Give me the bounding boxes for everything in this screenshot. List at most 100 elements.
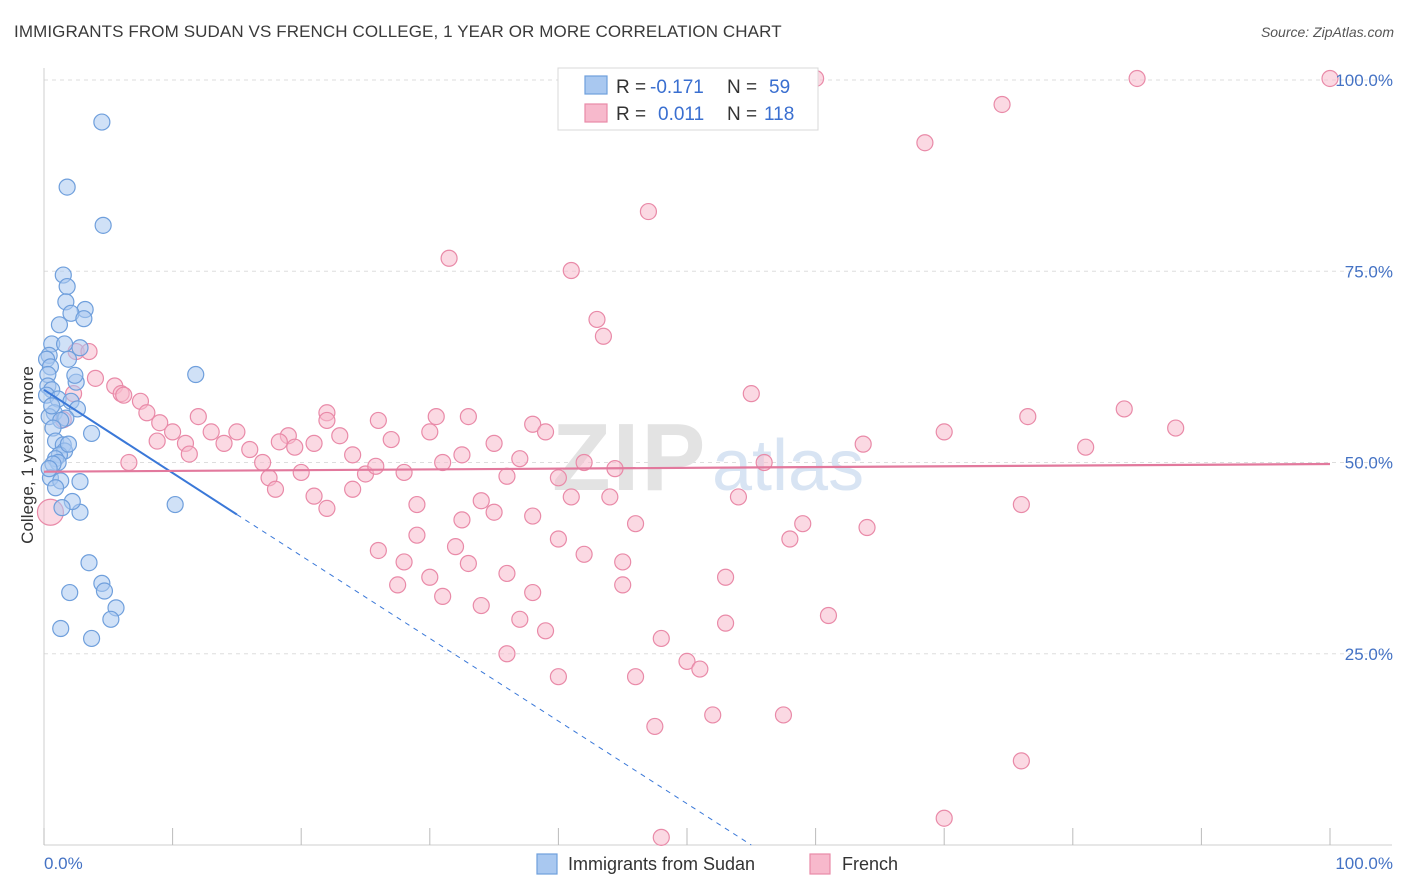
french-point-80	[704, 706, 722, 724]
legend-r-label-sudan: R =	[616, 77, 646, 98]
french-point-26	[254, 453, 272, 472]
french-point-79	[691, 660, 709, 678]
french-point-71	[485, 503, 503, 521]
french-point-21	[189, 408, 207, 426]
sudan-point-57	[59, 435, 78, 453]
french-point-49	[536, 423, 555, 441]
series-legend-swatch-french	[809, 853, 831, 875]
french-point-115	[367, 457, 385, 475]
french-point-99	[716, 614, 735, 632]
french-point-78	[678, 652, 696, 671]
sudan-trend-extension	[236, 514, 752, 846]
sudan-points	[37, 113, 205, 648]
french-point-75	[614, 576, 632, 594]
french-point-85	[781, 530, 799, 548]
legend-n-label-sudan: N =	[727, 77, 757, 98]
french-point-59	[472, 492, 490, 510]
sudan-point-31	[82, 424, 101, 443]
french-point-88	[858, 518, 876, 537]
french-point-47	[511, 450, 529, 468]
sudan-point-12	[71, 339, 89, 357]
french-point-89	[935, 423, 953, 441]
french-point-6	[440, 249, 458, 267]
chart-title: IMMIGRANTS FROM SUDAN VS FRENCH COLLEGE,…	[14, 22, 782, 41]
sudan-point-49	[52, 619, 70, 638]
french-point-77	[652, 629, 670, 648]
french-point-102	[549, 668, 568, 686]
french-point-64	[434, 587, 452, 605]
french-point-45	[485, 434, 503, 452]
french-point-46	[498, 467, 516, 485]
sudan-point-18	[187, 365, 205, 384]
french-point-106	[614, 553, 632, 571]
french-point-111	[120, 453, 138, 472]
source-credit: Source: ZipAtlas.com	[1260, 24, 1394, 40]
y-tick-label: 100.0%	[1335, 71, 1393, 90]
y-tick-label: 25.0%	[1345, 645, 1393, 664]
trend-lines	[43, 388, 1331, 846]
french-point-43	[434, 453, 452, 472]
series-legend-swatch-sudan	[536, 853, 558, 875]
french-point-25	[241, 440, 259, 459]
french-point-22	[202, 423, 220, 441]
french-point-104	[498, 645, 516, 663]
french-point-95	[935, 809, 953, 827]
french-point-92	[1077, 438, 1095, 456]
french-point-19	[164, 423, 182, 441]
french-point-42	[408, 526, 426, 544]
french-point-70	[453, 511, 471, 529]
french-point-34	[331, 427, 349, 445]
french-point-39	[395, 463, 413, 482]
french-point-9	[594, 327, 613, 345]
french-point-54	[427, 408, 445, 426]
french-point-86	[794, 515, 812, 533]
french-point-32	[305, 434, 323, 452]
french-point-55	[318, 499, 336, 517]
sudan-point-9	[50, 316, 69, 334]
french-point-65	[459, 554, 477, 573]
french-point-4	[916, 134, 934, 152]
french-point-40	[318, 411, 336, 430]
sudan-point-2	[94, 216, 112, 234]
french-point-108	[86, 369, 105, 387]
watermark: ZIP atlas	[552, 404, 864, 511]
french-point-23	[215, 434, 233, 452]
french-point-113	[180, 445, 198, 463]
sudan-point-8	[75, 310, 93, 328]
sudan-point-52	[46, 479, 65, 497]
french-point-31	[292, 463, 310, 482]
french-point-98	[626, 668, 645, 686]
y-tick-label: 50.0%	[1345, 454, 1393, 473]
french-point-67	[498, 564, 516, 583]
french-point-18	[151, 414, 169, 432]
french-point-101	[1012, 752, 1030, 770]
sudan-point-48	[102, 610, 120, 628]
french-point-112	[148, 432, 166, 450]
sudan-point-56	[43, 397, 61, 415]
french-point-37	[369, 411, 387, 430]
french-point-69	[524, 583, 542, 602]
french-point-50	[549, 469, 568, 487]
french-point-53	[421, 423, 439, 441]
french-point-60	[369, 541, 387, 560]
legend-r-label-french: R =	[616, 104, 646, 125]
sudan-point-4	[58, 277, 76, 296]
tick-labels: 25.0% 50.0% 75.0% 100.0% 0.0% 100.0%	[44, 71, 1393, 873]
legend-r-value-french: 0.011	[658, 104, 704, 125]
sudan-point-45	[61, 583, 79, 602]
sudan-point-55	[80, 554, 98, 572]
french-point-41	[408, 495, 426, 514]
series-legend: Immigrants from Sudan French	[536, 853, 898, 875]
french-point-68	[511, 610, 529, 628]
french-point-103	[536, 622, 555, 640]
french-point-51	[562, 488, 580, 506]
series-legend-label-french: French	[842, 854, 898, 874]
french-point-87	[819, 606, 838, 625]
french-point-30	[286, 438, 304, 456]
french-point-66	[472, 596, 490, 615]
french-point-61	[395, 553, 413, 571]
sudan-point-41	[71, 473, 89, 491]
legend-n-value-sudan: 59	[769, 77, 790, 98]
french-point-73	[575, 545, 593, 563]
